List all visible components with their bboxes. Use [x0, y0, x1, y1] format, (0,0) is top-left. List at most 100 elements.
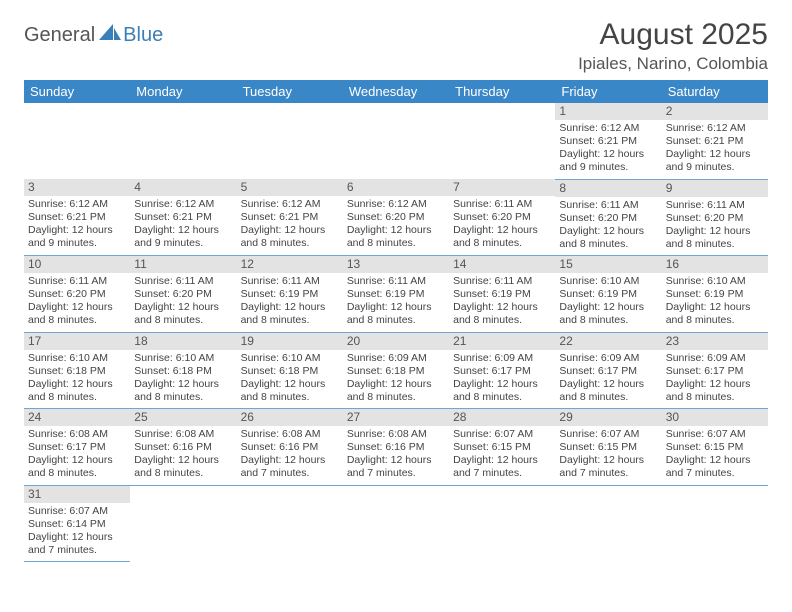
calendar-week-row: 17Sunrise: 6:10 AMSunset: 6:18 PMDayligh… — [24, 332, 768, 409]
daylight-line: Daylight: 12 hours and 8 minutes. — [241, 301, 339, 327]
calendar-day-cell: 10Sunrise: 6:11 AMSunset: 6:20 PMDayligh… — [24, 256, 130, 333]
calendar-page: General Blue August 2025 Ipiales, Narino… — [0, 0, 792, 572]
daylight-line: Daylight: 12 hours and 8 minutes. — [453, 301, 551, 327]
sunset-line: Sunset: 6:20 PM — [559, 212, 657, 225]
sunset-line: Sunset: 6:19 PM — [559, 288, 657, 301]
weekday-header: Thursday — [449, 80, 555, 103]
sunrise-line: Sunrise: 6:11 AM — [241, 275, 339, 288]
weekday-header: Friday — [555, 80, 661, 103]
month-title: August 2025 — [578, 18, 768, 52]
sunrise-line: Sunrise: 6:11 AM — [666, 199, 764, 212]
calendar-day-cell: 24Sunrise: 6:08 AMSunset: 6:17 PMDayligh… — [24, 409, 130, 486]
calendar-blank-cell — [449, 103, 555, 179]
sunset-line: Sunset: 6:18 PM — [134, 365, 232, 378]
calendar-blank-cell — [343, 485, 449, 562]
day-number: 12 — [237, 256, 343, 273]
sunset-line: Sunset: 6:17 PM — [666, 365, 764, 378]
calendar-blank-cell — [24, 103, 130, 179]
sunrise-line: Sunrise: 6:08 AM — [241, 428, 339, 441]
weekday-header: Sunday — [24, 80, 130, 103]
daylight-line: Daylight: 12 hours and 8 minutes. — [347, 378, 445, 404]
calendar-day-cell: 28Sunrise: 6:07 AMSunset: 6:15 PMDayligh… — [449, 409, 555, 486]
sunrise-line: Sunrise: 6:07 AM — [559, 428, 657, 441]
sunrise-line: Sunrise: 6:07 AM — [28, 505, 126, 518]
calendar-week-row: 1Sunrise: 6:12 AMSunset: 6:21 PMDaylight… — [24, 103, 768, 179]
calendar-week-row: 10Sunrise: 6:11 AMSunset: 6:20 PMDayligh… — [24, 256, 768, 333]
day-number: 1 — [555, 103, 661, 120]
day-number: 14 — [449, 256, 555, 273]
weekday-header: Tuesday — [237, 80, 343, 103]
sunrise-line: Sunrise: 6:07 AM — [666, 428, 764, 441]
sunset-line: Sunset: 6:20 PM — [347, 211, 445, 224]
location: Ipiales, Narino, Colombia — [578, 54, 768, 74]
daylight-line: Daylight: 12 hours and 9 minutes. — [134, 224, 232, 250]
sunset-line: Sunset: 6:21 PM — [134, 211, 232, 224]
day-number: 29 — [555, 409, 661, 426]
day-number: 4 — [130, 179, 236, 196]
sunset-line: Sunset: 6:19 PM — [241, 288, 339, 301]
sunset-line: Sunset: 6:17 PM — [559, 365, 657, 378]
calendar-day-cell: 27Sunrise: 6:08 AMSunset: 6:16 PMDayligh… — [343, 409, 449, 486]
weekday-header: Saturday — [662, 80, 768, 103]
sunset-line: Sunset: 6:14 PM — [28, 518, 126, 531]
sunrise-line: Sunrise: 6:12 AM — [28, 198, 126, 211]
day-number: 17 — [24, 333, 130, 350]
sunrise-line: Sunrise: 6:11 AM — [28, 275, 126, 288]
calendar-blank-cell — [130, 485, 236, 562]
daylight-line: Daylight: 12 hours and 8 minutes. — [347, 301, 445, 327]
sunset-line: Sunset: 6:21 PM — [666, 135, 764, 148]
calendar-day-cell: 7Sunrise: 6:11 AMSunset: 6:20 PMDaylight… — [449, 179, 555, 256]
sunrise-line: Sunrise: 6:12 AM — [134, 198, 232, 211]
day-number: 7 — [449, 179, 555, 196]
calendar-week-row: 24Sunrise: 6:08 AMSunset: 6:17 PMDayligh… — [24, 409, 768, 486]
sunrise-line: Sunrise: 6:10 AM — [28, 352, 126, 365]
daylight-line: Daylight: 12 hours and 7 minutes. — [241, 454, 339, 480]
daylight-line: Daylight: 12 hours and 7 minutes. — [453, 454, 551, 480]
daylight-line: Daylight: 12 hours and 8 minutes. — [134, 301, 232, 327]
calendar-day-cell: 26Sunrise: 6:08 AMSunset: 6:16 PMDayligh… — [237, 409, 343, 486]
calendar-day-cell: 31 Sunrise: 6:07 AMSunset: 6:14 PMDayligh… — [24, 485, 130, 562]
calendar-day-cell: 11Sunrise: 6:11 AMSunset: 6:20 PMDayligh… — [130, 256, 236, 333]
sunrise-line: Sunrise: 6:12 AM — [559, 122, 657, 135]
sunrise-line: Sunrise: 6:07 AM — [453, 428, 551, 441]
daylight-line: Daylight: 12 hours and 8 minutes. — [28, 301, 126, 327]
calendar-day-cell: 1Sunrise: 6:12 AMSunset: 6:21 PMDaylight… — [555, 103, 661, 179]
day-number: 3 — [24, 179, 130, 196]
calendar-day-cell: 23Sunrise: 6:09 AMSunset: 6:17 PMDayligh… — [662, 332, 768, 409]
day-number: 31 — [24, 486, 130, 503]
day-number: 20 — [343, 333, 449, 350]
calendar-day-cell: 12 Sunrise: 6:11 AMSunset: 6:19 PMDayligh… — [237, 256, 343, 333]
calendar-table: SundayMondayTuesdayWednesdayThursdayFrid… — [24, 80, 768, 562]
day-number: 27 — [343, 409, 449, 426]
daylight-line: Daylight: 12 hours and 8 minutes. — [453, 378, 551, 404]
calendar-day-cell: 20Sunrise: 6:09 AMSunset: 6:18 PMDayligh… — [343, 332, 449, 409]
sunrise-line: Sunrise: 6:11 AM — [347, 275, 445, 288]
sunrise-line: Sunrise: 6:09 AM — [347, 352, 445, 365]
daylight-line: Daylight: 12 hours and 8 minutes. — [134, 454, 232, 480]
daylight-line: Daylight: 12 hours and 8 minutes. — [559, 225, 657, 251]
calendar-week-row: 3Sunrise: 6:12 AMSunset: 6:21 PMDaylight… — [24, 179, 768, 256]
calendar-day-cell: 3Sunrise: 6:12 AMSunset: 6:21 PMDaylight… — [24, 179, 130, 256]
logo-text-blue: Blue — [123, 24, 163, 47]
calendar-blank-cell — [555, 485, 661, 562]
logo-sail-icon — [99, 24, 121, 47]
sunset-line: Sunset: 6:20 PM — [666, 212, 764, 225]
calendar-week-row: 31 Sunrise: 6:07 AMSunset: 6:14 PMDayligh… — [24, 485, 768, 562]
calendar-day-cell: 16Sunrise: 6:10 AMSunset: 6:19 PMDayligh… — [662, 256, 768, 333]
sunset-line: Sunset: 6:16 PM — [241, 441, 339, 454]
calendar-day-cell: 9Sunrise: 6:11 AMSunset: 6:20 PMDaylight… — [662, 179, 768, 256]
daylight-line: Daylight: 12 hours and 8 minutes. — [134, 378, 232, 404]
sunset-line: Sunset: 6:20 PM — [28, 288, 126, 301]
calendar-day-cell: 6Sunrise: 6:12 AMSunset: 6:20 PMDaylight… — [343, 179, 449, 256]
day-number: 28 — [449, 409, 555, 426]
day-number: 13 — [343, 256, 449, 273]
calendar-day-cell: 18Sunrise: 6:10 AMSunset: 6:18 PMDayligh… — [130, 332, 236, 409]
weekday-header: Wednesday — [343, 80, 449, 103]
calendar-day-cell: 4 Sunrise: 6:12 AMSunset: 6:21 PMDaylight… — [130, 179, 236, 256]
sunset-line: Sunset: 6:21 PM — [28, 211, 126, 224]
daylight-line: Daylight: 12 hours and 7 minutes. — [28, 531, 126, 557]
sunrise-line: Sunrise: 6:10 AM — [559, 275, 657, 288]
daylight-line: Daylight: 12 hours and 8 minutes. — [666, 301, 764, 327]
calendar-day-cell: 17Sunrise: 6:10 AMSunset: 6:18 PMDayligh… — [24, 332, 130, 409]
sunrise-line: Sunrise: 6:12 AM — [241, 198, 339, 211]
